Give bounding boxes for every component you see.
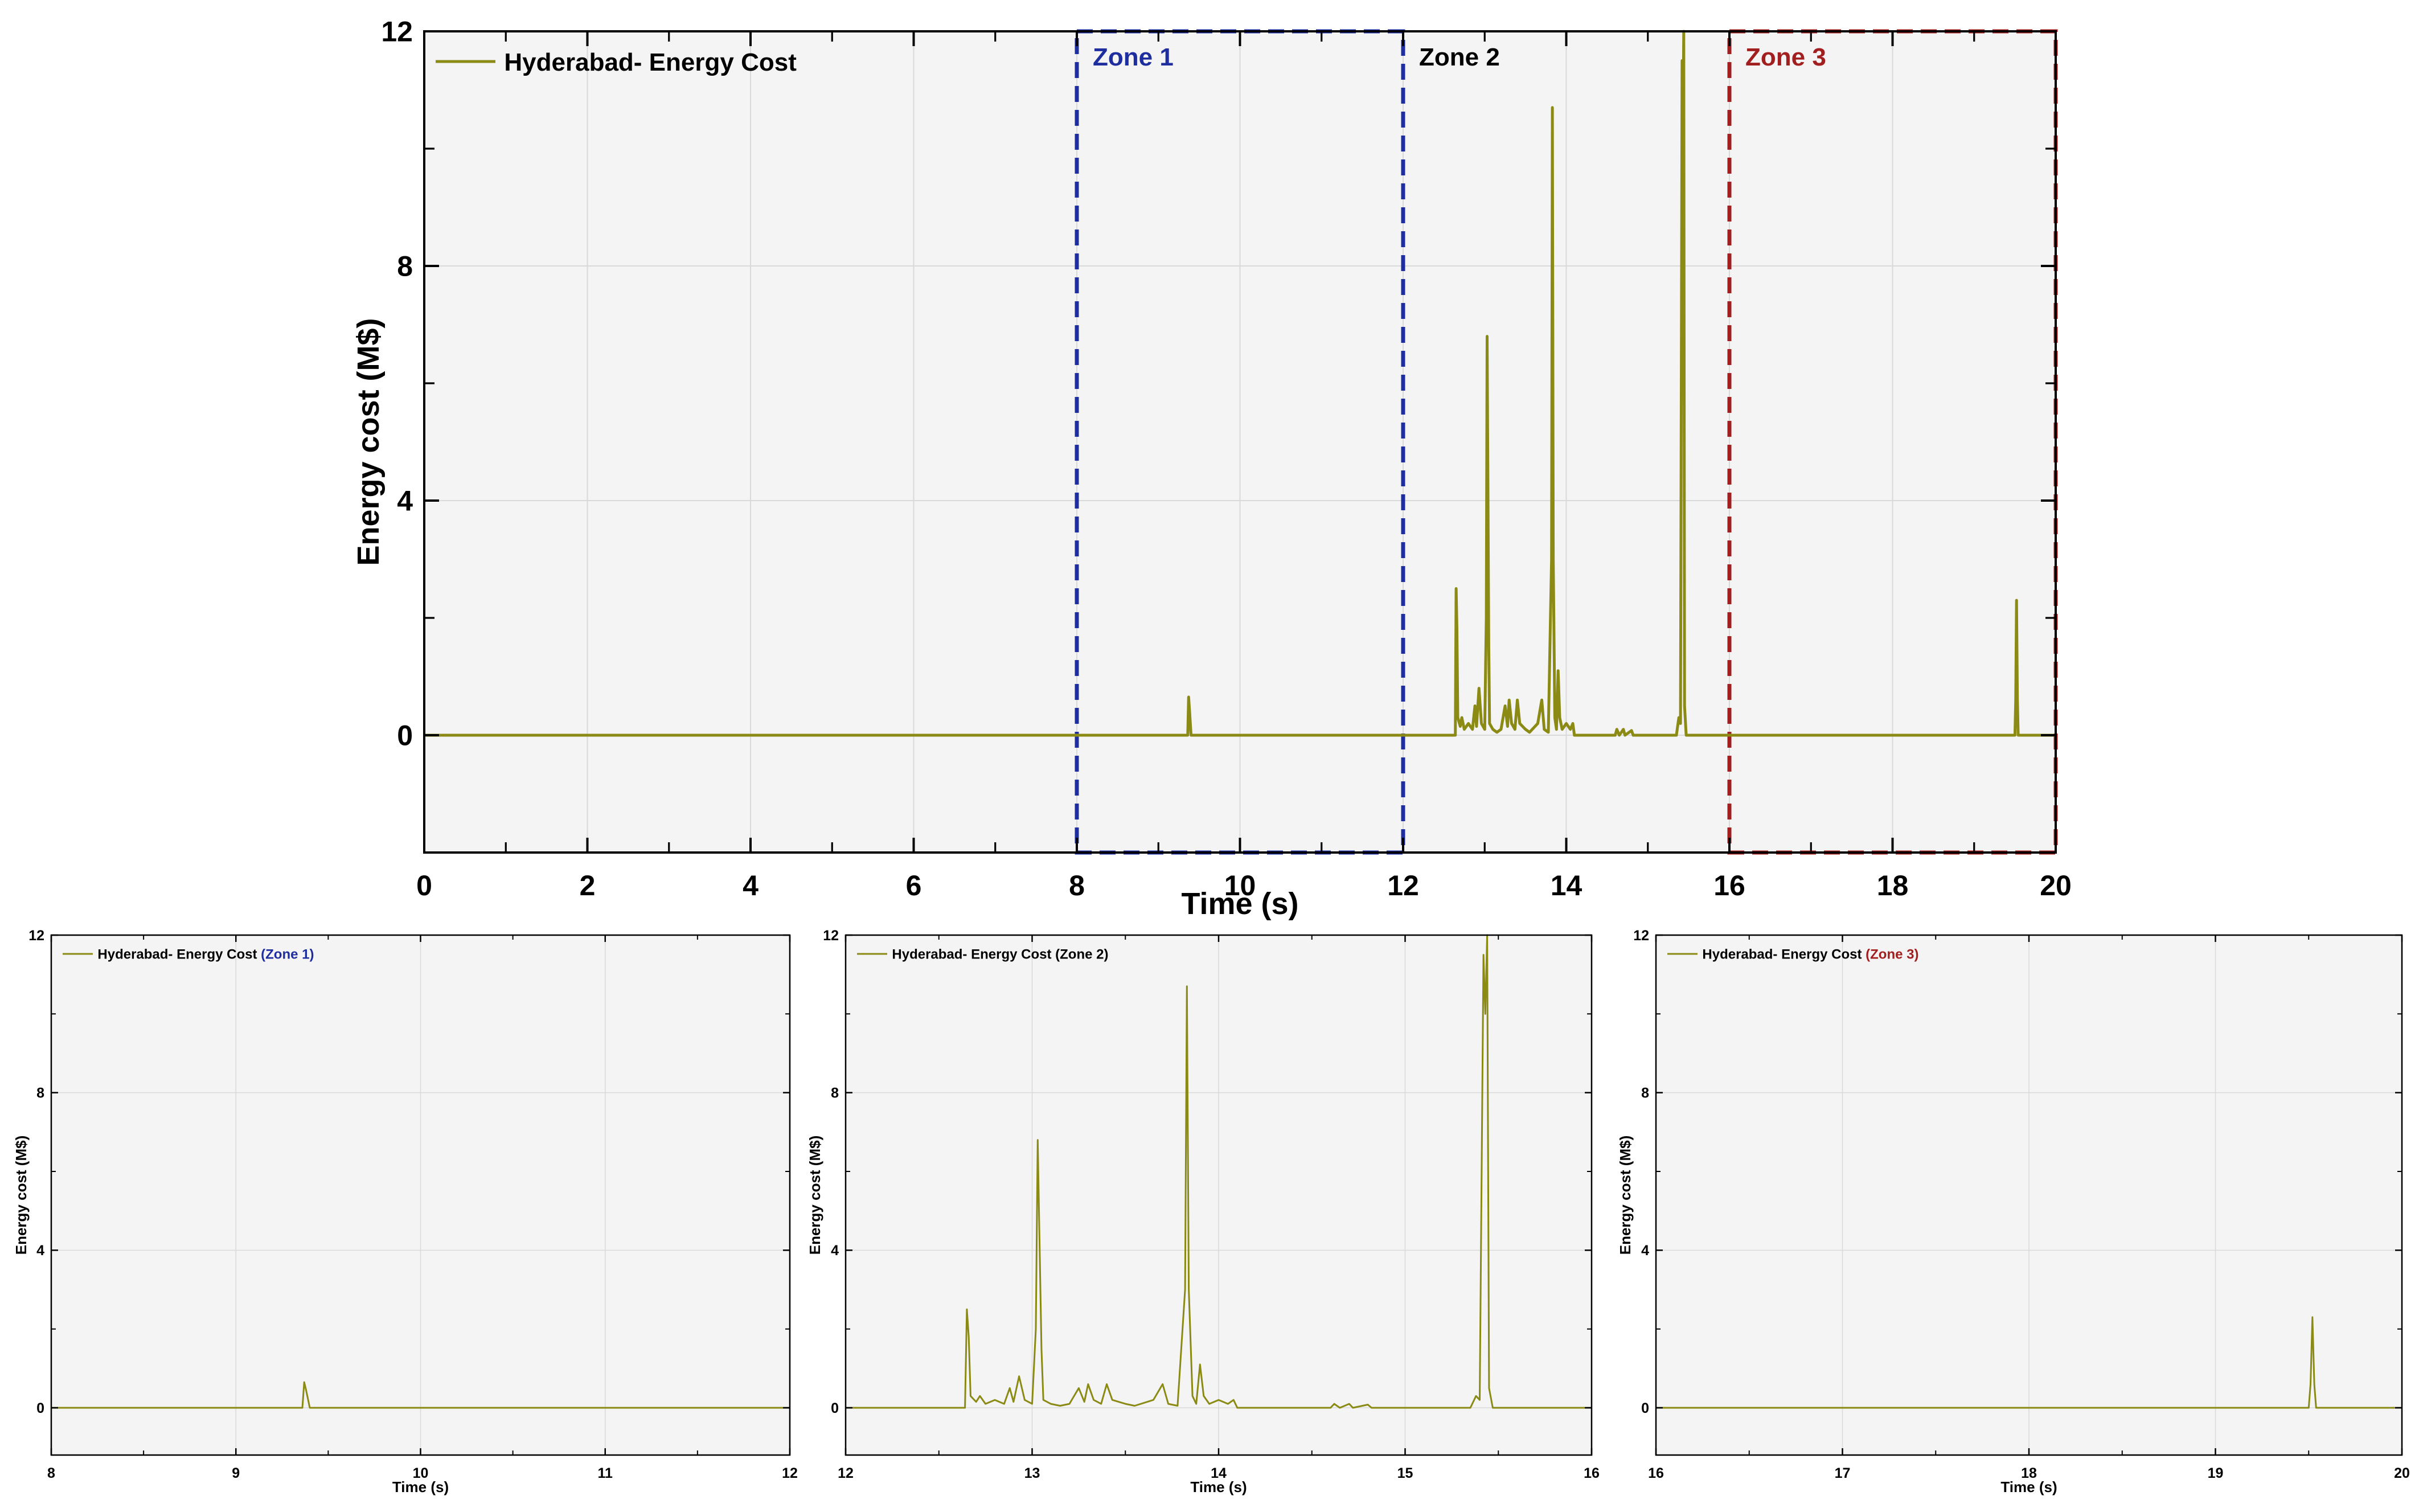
zone-1-y-axis-label: Energy cost (M$) bbox=[13, 1136, 30, 1255]
x-tick-label: 6 bbox=[906, 870, 922, 902]
main-legend: Hyderabad- Energy Cost bbox=[436, 48, 797, 76]
x-tick-label: 11 bbox=[598, 1465, 613, 1481]
zone-1-legend: Hyderabad- Energy Cost (Zone 1) bbox=[63, 947, 314, 962]
y-tick-label: 8 bbox=[397, 251, 413, 282]
x-tick-label: 18 bbox=[2021, 1465, 2037, 1481]
x-tick-label: 12 bbox=[782, 1465, 798, 1481]
x-tick-label: 10 bbox=[413, 1465, 429, 1481]
main-x-axis-label: Time (s) bbox=[1181, 887, 1298, 921]
zone-1-series-line bbox=[51, 1381, 790, 1409]
zone-1-ticks: 8 9 10 11 12 0 4 8 12 bbox=[28, 928, 798, 1481]
x-tick-label: 10 bbox=[1224, 870, 1256, 902]
zone-2-y-axis-label: Energy cost (M$) bbox=[806, 1136, 823, 1255]
y-tick-label: 12 bbox=[1633, 928, 1649, 944]
x-tick-label: 14 bbox=[1211, 1465, 1227, 1481]
y-tick-label: 8 bbox=[831, 1085, 839, 1101]
zone-2-ticks: 12 13 14 15 16 0 4 8 12 bbox=[823, 928, 1600, 1481]
main-legend-label: Hyderabad- Energy Cost bbox=[504, 48, 797, 76]
x-tick-label: 8 bbox=[1069, 870, 1085, 902]
x-tick-label: 16 bbox=[1584, 1465, 1600, 1481]
y-tick-label: 12 bbox=[381, 16, 413, 48]
y-tick-label: 4 bbox=[36, 1243, 44, 1259]
x-tick-label: 15 bbox=[1397, 1465, 1413, 1481]
x-tick-label: 13 bbox=[1024, 1465, 1040, 1481]
x-tick-label: 17 bbox=[1835, 1465, 1851, 1481]
zone-3-x-axis-label: Time (s) bbox=[2000, 1478, 2057, 1495]
zone-2-gridlines bbox=[846, 935, 1592, 1455]
y-tick-label: 4 bbox=[397, 485, 413, 517]
x-tick-label: 18 bbox=[1877, 870, 1909, 902]
zone-2-chart: 12 13 14 15 16 0 4 8 12 Time (s) Energy cost (M$… bbox=[806, 928, 1600, 1495]
zone-2-legend-name: Hyderabad- Energy Cost bbox=[892, 947, 1051, 962]
zone-3-series-line bbox=[1656, 1316, 2402, 1409]
main-y-axis-label: Energy cost (M$) bbox=[351, 318, 386, 566]
zone-3-label: Zone 3 bbox=[1745, 43, 1826, 71]
zone-3-y-axis-label: Energy cost (M$) bbox=[1617, 1136, 1634, 1255]
y-tick-label: 4 bbox=[1641, 1243, 1649, 1259]
x-tick-label: 12 bbox=[838, 1465, 854, 1481]
x-tick-label: 20 bbox=[2394, 1465, 2410, 1481]
x-tick-label: 12 bbox=[1387, 870, 1419, 902]
y-tick-label: 8 bbox=[36, 1085, 44, 1101]
y-tick-label: 0 bbox=[831, 1400, 839, 1416]
x-tick-label: 19 bbox=[2208, 1465, 2224, 1481]
y-tick-label: 8 bbox=[1641, 1085, 1649, 1101]
zone-3-chart: 16 17 18 19 20 0 4 8 12 Time (s) Energy cost (M$… bbox=[1617, 928, 2410, 1495]
y-tick-label: 12 bbox=[823, 928, 839, 944]
zone-1-x-axis-label: Time (s) bbox=[392, 1478, 449, 1495]
y-tick-label: 0 bbox=[397, 720, 413, 752]
zone-3-legend-label: Hyderabad- Energy Cost (Zone 3) bbox=[1702, 947, 1918, 962]
x-tick-label: 0 bbox=[416, 870, 432, 902]
x-tick-label: 4 bbox=[743, 870, 759, 902]
zone-1-label: Zone 1 bbox=[1093, 43, 1174, 71]
main-ticks: 0 2 4 6 8 10 12 14 16 18 20 0 4 8 12 bbox=[381, 16, 2071, 902]
x-tick-label: 8 bbox=[47, 1465, 55, 1481]
zone-2-x-axis-label: Time (s) bbox=[1190, 1478, 1247, 1495]
x-tick-label: 16 bbox=[1648, 1465, 1664, 1481]
zone-2-series-line bbox=[846, 934, 1592, 1409]
zone-3-legend-suffix: (Zone 3) bbox=[1866, 947, 1918, 962]
y-tick-label: 4 bbox=[831, 1243, 839, 1259]
zone-3-legend: Hyderabad- Energy Cost (Zone 3) bbox=[1667, 947, 1918, 962]
x-tick-label: 2 bbox=[580, 870, 596, 902]
zone-2-legend: Hyderabad- Energy Cost (Zone 2) bbox=[857, 947, 1108, 962]
zone-2-legend-label: Hyderabad- Energy Cost (Zone 2) bbox=[892, 947, 1108, 962]
zone-1-legend-label: Hyderabad- Energy Cost (Zone 1) bbox=[97, 947, 314, 962]
x-tick-label: 20 bbox=[2040, 870, 2072, 902]
x-tick-label: 14 bbox=[1551, 870, 1582, 902]
zone-3-legend-name: Hyderabad- Energy Cost bbox=[1702, 947, 1862, 962]
main-series-line bbox=[424, 30, 2056, 737]
zone-1-legend-suffix: (Zone 1) bbox=[261, 947, 314, 962]
x-tick-label: 9 bbox=[232, 1465, 240, 1481]
x-tick-label: 16 bbox=[1713, 870, 1745, 902]
y-tick-label: 0 bbox=[36, 1400, 44, 1416]
main-chart: 0 2 4 6 8 10 12 14 16 18 20 0 4 8 12 Time (s) Energy c… bbox=[351, 16, 2072, 921]
zone-2-legend-suffix: (Zone 2) bbox=[1055, 947, 1108, 962]
y-tick-label: 12 bbox=[28, 928, 44, 944]
zone-2-label: Zone 2 bbox=[1419, 43, 1500, 71]
zone-1-legend-name: Hyderabad- Energy Cost bbox=[97, 947, 257, 962]
zone-3-ticks: 16 17 18 19 20 0 4 8 12 bbox=[1633, 928, 2410, 1481]
y-tick-label: 0 bbox=[1641, 1400, 1649, 1416]
